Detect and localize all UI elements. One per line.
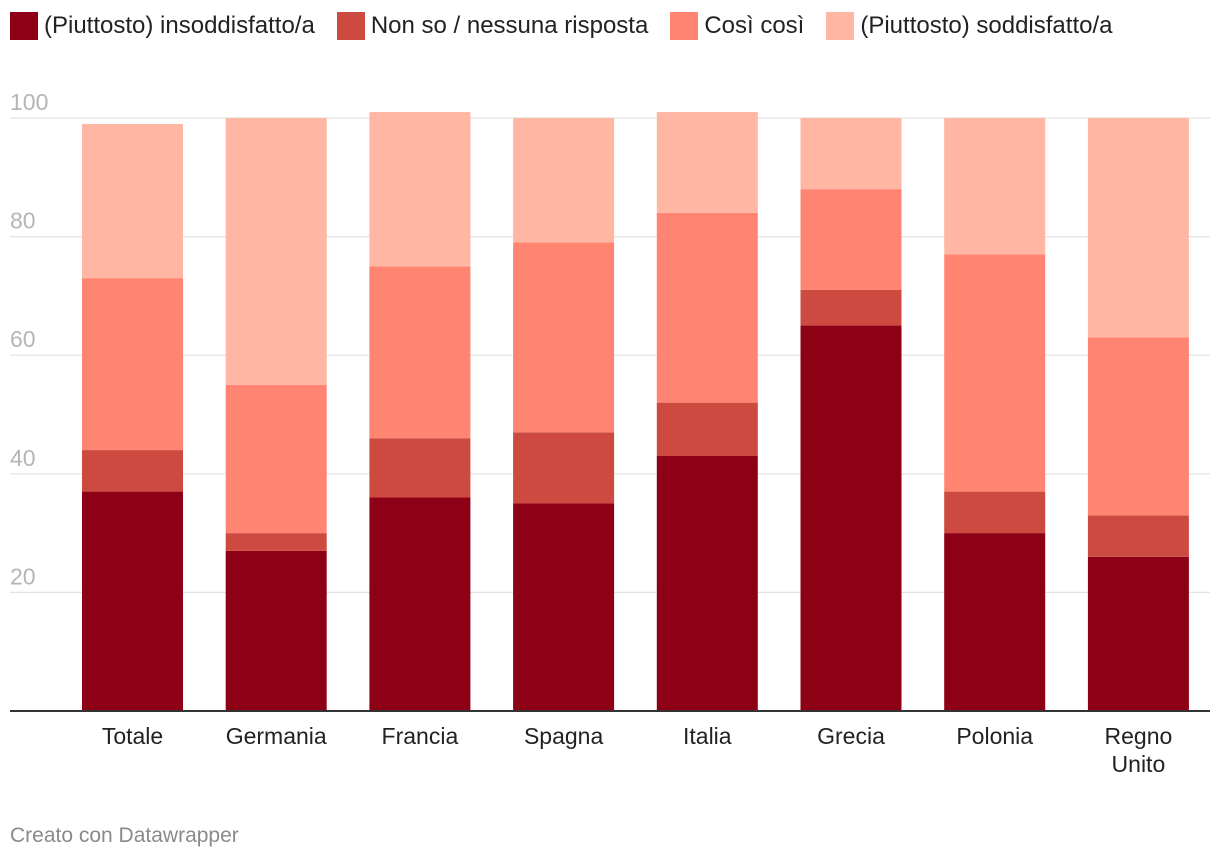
bar-segment (800, 118, 902, 190)
bar-segment (800, 325, 902, 711)
x-tick-label: Grecia (817, 723, 885, 749)
bar-segment (369, 438, 471, 498)
bar-segment (1087, 556, 1189, 711)
legend-label: (Piuttosto) insoddisfatto/a (44, 12, 315, 39)
bar-segment (944, 491, 1046, 534)
x-tick-label: Regno (1105, 723, 1173, 749)
legend-item: (Piuttosto) soddisfatto/a (826, 12, 1112, 40)
legend-item: Non so / nessuna risposta (336, 12, 649, 40)
y-tick-label: 80 (10, 208, 36, 234)
bar-segment (225, 533, 327, 551)
legend-item: Così così (670, 12, 804, 40)
legend: (Piuttosto) insoddisfatto/a Non so / ness… (10, 12, 1134, 44)
bar-segment (82, 123, 183, 279)
bar-segment (656, 112, 758, 213)
bar-segment (1087, 515, 1189, 557)
legend-label: Non so / nessuna risposta (370, 12, 649, 39)
y-tick-label: 100 (10, 89, 48, 115)
legend-label: Così così (704, 12, 805, 39)
bar-segment (225, 384, 327, 534)
bar-segment (225, 118, 327, 385)
bar-segment (82, 491, 183, 711)
x-tick-label: Unito (1112, 751, 1166, 777)
bar-segment (82, 278, 183, 451)
legend-item: (Piuttosto) insoddisfatto/a (10, 12, 315, 40)
x-tick-label: Germania (226, 723, 327, 749)
x-tick-label: Polonia (956, 723, 1033, 749)
legend-label: (Piuttosto) soddisfatto/a (860, 12, 1113, 39)
bar-segment (513, 503, 615, 711)
bar-segment (656, 402, 758, 457)
x-tick-label: Totale (102, 723, 163, 749)
bar-segment (369, 497, 471, 711)
bar-segment (1087, 118, 1189, 338)
legend-swatch (670, 12, 699, 40)
bar-segment (944, 254, 1046, 492)
legend-swatch (826, 12, 855, 40)
bar-segment (369, 112, 471, 267)
footer-credit: Creato con Datawrapper (10, 824, 239, 847)
bar-segment (513, 242, 615, 433)
bar-segment (656, 456, 758, 711)
bar-segment (1087, 337, 1189, 516)
bar-segment (513, 118, 615, 243)
bar-segment (944, 118, 1046, 255)
bar-segment (82, 450, 183, 492)
legend-swatch (10, 12, 38, 40)
bar-segment (800, 289, 902, 326)
y-tick-label: 40 (10, 445, 36, 471)
bar-segment (513, 432, 615, 504)
x-tick-label: Italia (683, 723, 732, 749)
bar-segment (225, 550, 327, 711)
bar-segment (656, 212, 758, 403)
legend-swatch (336, 12, 365, 40)
y-tick-label: 60 (10, 326, 36, 352)
bar-segment (944, 533, 1046, 711)
x-tick-label: Spagna (524, 723, 604, 749)
bar-segment (800, 189, 902, 290)
y-tick-label: 20 (10, 563, 36, 589)
bar-segment (369, 266, 471, 439)
x-tick-label: Francia (382, 723, 459, 749)
